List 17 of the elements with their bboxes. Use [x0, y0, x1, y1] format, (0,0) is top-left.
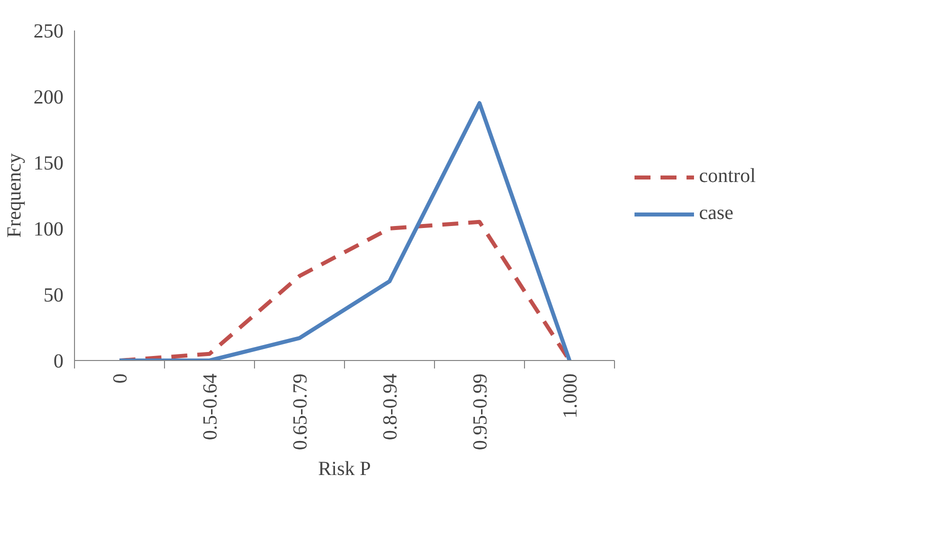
x-tick-label: 0.5-0.64: [200, 373, 222, 440]
x-axis-title: Risk P: [318, 458, 371, 480]
y-tick-label: 0: [54, 350, 64, 372]
x-tick-label: 0.65-0.79: [290, 373, 312, 450]
x-tick-label: 1.000: [560, 374, 582, 418]
legend-label: case: [699, 202, 734, 225]
line-series: [118, 101, 572, 360]
y-tick-label: 250: [34, 20, 64, 42]
x-tick-label: 0: [110, 374, 132, 384]
x-tick-label: 0.8-0.94: [380, 373, 402, 440]
y-tick-label: 200: [34, 86, 64, 108]
x-tick-label: 0.95-0.99: [470, 373, 492, 450]
y-tick-label: 50: [44, 284, 64, 306]
y-axis-title: Frequency: [4, 153, 26, 238]
y-tick-label: 150: [34, 152, 64, 174]
legend-label: control: [699, 165, 756, 188]
y-tick-label: 100: [34, 218, 64, 240]
